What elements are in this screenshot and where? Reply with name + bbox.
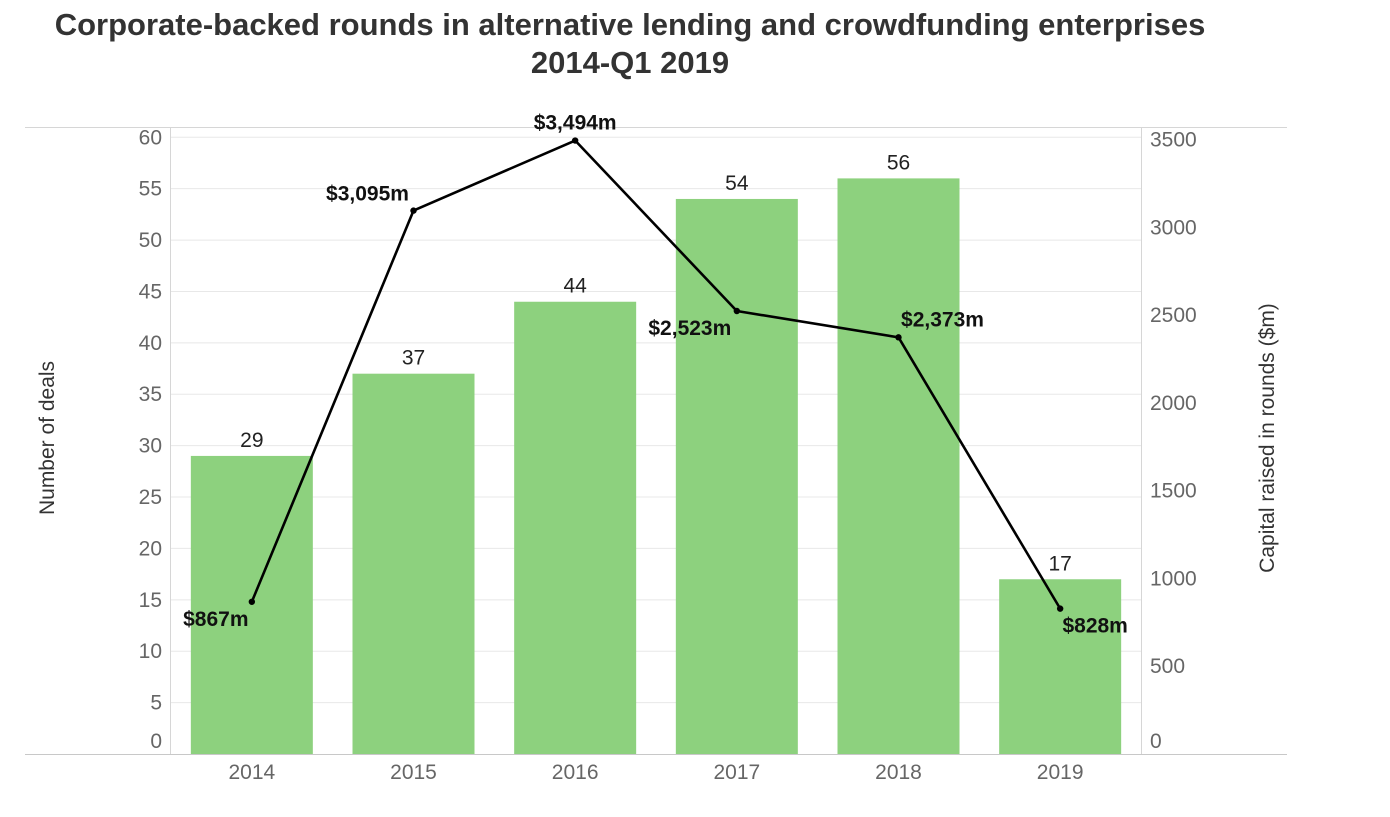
data-labels: 29 37 44 54 56 17 $867m $3,095m $3,494m $2,523m $2… xyxy=(183,112,1128,638)
bar-2016 xyxy=(514,301,637,754)
y-axis-label-left: Number of deals xyxy=(36,361,59,515)
line-label-2015: $3,095m xyxy=(326,183,409,206)
y-tick-right-500: 500 xyxy=(1150,655,1185,678)
y-tick-left-40: 40 xyxy=(139,332,162,355)
bar-2017 xyxy=(675,198,798,755)
y-tick-right-1000: 1000 xyxy=(1150,567,1197,590)
capital-point-2017 xyxy=(733,307,741,315)
y-tick-right-1500: 1500 xyxy=(1150,480,1197,503)
y-tick-left-5: 5 xyxy=(150,692,162,715)
axis-ticks: 0 5 10 15 20 25 30 35 40 45 50 55 60 0 500 1000 1500 2000… xyxy=(139,126,1197,784)
y-tick-left-15: 15 xyxy=(139,589,162,612)
bar-label-2019: 17 xyxy=(1048,552,1071,575)
y-tick-left-55: 55 xyxy=(139,178,162,201)
chart-title-line2: 2014-Q1 2019 xyxy=(530,45,730,80)
y-tick-right-0: 0 xyxy=(1150,730,1162,753)
x-tick-2016: 2016 xyxy=(552,761,599,784)
capital-point-2018 xyxy=(895,334,902,341)
line-label-2018: $2,373m xyxy=(901,308,984,331)
y-tick-left-25: 25 xyxy=(139,486,162,509)
y-tick-right-3000: 3000 xyxy=(1150,216,1197,239)
bar-2015 xyxy=(352,373,475,754)
y-axis-label-right: Capital raised in rounds ($m) xyxy=(1256,303,1279,573)
line-label-2019: $828m xyxy=(1062,615,1127,638)
bar-label-2017: 54 xyxy=(725,172,749,195)
x-tick-2019: 2019 xyxy=(1037,761,1084,784)
y-tick-right-2000: 2000 xyxy=(1150,392,1197,415)
capital-line xyxy=(248,137,1064,612)
bar-label-2014: 29 xyxy=(240,429,263,452)
line-label-2017: $2,523m xyxy=(648,317,731,340)
capital-line-path xyxy=(250,139,1062,610)
capital-point-2015 xyxy=(410,207,417,214)
y-tick-left-0: 0 xyxy=(150,730,162,753)
capital-point-2016 xyxy=(571,137,579,144)
y-tick-left-50: 50 xyxy=(139,229,162,252)
line-label-2016: $3,494m xyxy=(534,112,617,135)
axes-frame xyxy=(25,127,1287,755)
chart-title: Corporate-backed rounds in alternative l… xyxy=(0,6,1260,82)
line-label-2014: $867m xyxy=(183,608,248,631)
capital-point-2019 xyxy=(1056,605,1064,612)
bar-label-2016: 44 xyxy=(563,275,587,298)
y-tick-left-35: 35 xyxy=(139,383,162,406)
gridlines xyxy=(171,136,1141,704)
bars xyxy=(190,178,1122,755)
chart-title-line1: Corporate-backed rounds in alternative l… xyxy=(54,7,1206,42)
y-tick-left-10: 10 xyxy=(139,640,162,663)
y-tick-right-3500: 3500 xyxy=(1150,128,1197,151)
bar-label-2015: 37 xyxy=(402,347,425,370)
y-tick-left-45: 45 xyxy=(139,280,162,303)
y-tick-left-60: 60 xyxy=(139,126,162,149)
x-tick-2018: 2018 xyxy=(875,761,922,784)
y-tick-left-30: 30 xyxy=(139,435,162,458)
x-tick-2015: 2015 xyxy=(390,761,437,784)
x-tick-2017: 2017 xyxy=(713,761,760,784)
bar-label-2018: 56 xyxy=(887,151,910,174)
x-tick-2014: 2014 xyxy=(228,761,275,784)
y-tick-right-2500: 2500 xyxy=(1150,304,1197,327)
capital-point-2014 xyxy=(248,598,256,605)
bar-2018 xyxy=(837,178,960,755)
y-tick-left-20: 20 xyxy=(139,537,162,560)
